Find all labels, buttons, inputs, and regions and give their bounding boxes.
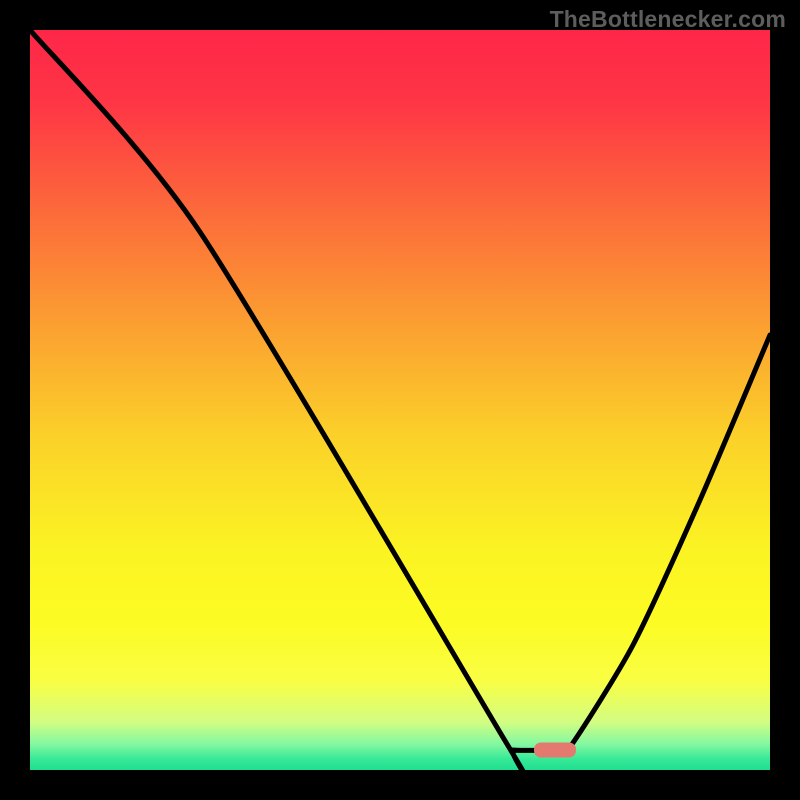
plot-background [30, 30, 770, 770]
watermark-text: TheBottlenecker.com [550, 6, 786, 33]
optimal-marker [534, 743, 576, 758]
frame-right [770, 0, 800, 800]
frame-bottom [0, 770, 800, 800]
bottleneck-chart [0, 0, 800, 800]
frame-left [0, 0, 30, 800]
